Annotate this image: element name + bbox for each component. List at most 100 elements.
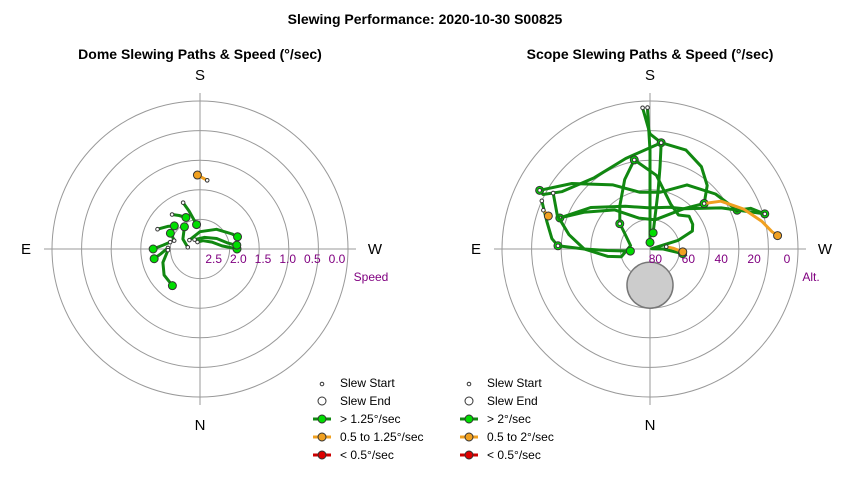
legend-slew-end-marker [464,396,474,406]
scope-slew-start-marker [701,201,707,206]
dome-slew-paths [148,170,243,291]
dome-radial-tick-label: 1.5 [255,252,272,266]
dome-grid [44,93,356,405]
dome-slew-end-marker [233,232,243,242]
dome-slew-start-marker [167,239,173,245]
scope-slew-start-marker [658,140,664,145]
scope-compass-left: E [471,241,481,258]
dome-slew-start-marker [171,238,177,243]
legend-label: > 2°/sec [487,412,531,426]
scope-slew-path [538,182,739,212]
dome-compass-left: E [21,241,31,258]
dome-slew-start-marker [204,178,210,183]
dome-slew-path [181,201,199,227]
scope-slew-path [558,206,767,222]
legend-label: Slew End [487,394,538,408]
dome-slew-start-marker [180,200,186,205]
scope-slew-start-marker [762,211,768,217]
legend-label: < 0.5°/sec [340,448,394,462]
dome-compass-bottom: N [195,417,206,434]
legend-orange-marker [464,432,474,442]
scope-slew-paths [535,105,783,259]
dome-slew-start-marker [185,244,191,250]
legend-label: 0.5 to 2°/sec [487,430,554,444]
legend-label: Slew Start [487,376,542,390]
dome-slew-path [161,248,174,288]
scope-slew-start-marker [550,190,556,196]
scope-slew-end-marker [645,237,655,247]
legend-slew-end-marker [317,396,327,406]
scope-legend: Slew Start Slew End > 2°/sec 0.5 to 2°/sec <… [460,376,554,462]
legend-red-marker [317,450,327,460]
scope-radial-tick-label: 80 [649,252,663,266]
dome-slew-end-marker [148,244,158,254]
dome-slew-end-marker [181,212,191,222]
legend-label: > 1.25°/sec [340,412,401,426]
scope-slew-end-marker [543,211,553,221]
dome-slew-end-marker [149,254,159,264]
dome-compass-top: S [195,67,205,84]
legend-label: Slew End [340,394,391,408]
scope-slew-end-marker [625,246,635,256]
figure-title: Slewing Performance: 2020-10-30 S00825 [288,11,563,27]
moon-disc [626,261,674,309]
scope-slew-start-marker [537,188,542,193]
scope-chart-title: Scope Slewing Paths & Speed (°/sec) [527,46,774,62]
dome-slew-start-marker [155,226,160,232]
dome-slew-end-marker [179,222,189,232]
dome-slew-end-marker [232,240,242,250]
legend-orange-marker [317,432,327,442]
scope-compass-top: S [645,67,655,84]
scope-slew-start-marker [663,244,669,250]
scope-slew-path [556,244,632,253]
dome-slew-start-marker [169,212,175,217]
scope-slew-end-marker [678,247,688,257]
scope-radial-axis-label: Alt. [802,270,819,284]
scope-radial-tick-label: 20 [747,252,761,266]
scope-radial-ticks: 80 60 40 20 0 [649,252,791,266]
legend-slew-start-marker [466,381,472,387]
scope-compass-right: W [818,241,833,258]
legend-green-marker [464,414,474,424]
scope-slew-end-marker [773,231,783,241]
legend-red-marker [464,450,474,460]
scope-slew-start-marker [640,105,645,111]
scope-slew-end-marker [648,228,658,238]
scope-radial-tick-label: 0 [784,252,791,266]
scope-radial-tick-label: 40 [715,252,729,266]
dome-slew-start-marker [187,237,192,243]
legend-label: Slew Start [340,376,395,390]
scope-slew-start-marker [555,243,561,249]
dome-slew-end-marker [169,221,179,231]
scope-slew-path [659,141,709,205]
dome-chart-title: Dome Slewing Paths & Speed (°/sec) [78,46,322,62]
scope-slew-start-marker [617,221,623,226]
dome-slew-end-marker [192,220,202,230]
scope-slew-path [702,199,780,238]
dome-radial-ticks: 2.5 2.0 1.5 1.0 0.5 0.0 [205,252,345,266]
dome-slew-end-marker [192,170,202,180]
scope-polar-chart: Scope Slewing Paths & Speed (°/sec) S N … [471,46,833,434]
dome-slew-start-marker [165,247,171,253]
scope-slew-path [641,106,663,145]
legend-slew-start-marker [319,381,325,387]
dome-radial-tick-label: 0.0 [329,252,346,266]
dome-polar-chart: Dome Slewing Paths & Speed (°/sec) S N E… [21,46,388,434]
dome-radial-tick-label: 2.5 [205,252,222,266]
legend-green-marker [317,414,327,424]
scope-compass-bottom: N [645,417,656,434]
scope-slew-path [558,202,706,220]
dome-slew-end-marker [167,281,177,291]
legend-label: < 0.5°/sec [487,448,541,462]
dome-compass-right: W [368,241,383,258]
dome-slew-end-marker [165,228,175,238]
scope-slew-start-marker [631,157,637,163]
dome-radial-tick-label: 1.0 [279,252,296,266]
moon-circle [626,261,674,309]
scope-slew-start-marker [539,198,545,204]
dome-radial-tick-label: 2.0 [230,252,247,266]
scope-slew-path [551,191,633,259]
scope-slew-start-marker [645,105,650,110]
scope-slew-start-marker [541,207,546,213]
